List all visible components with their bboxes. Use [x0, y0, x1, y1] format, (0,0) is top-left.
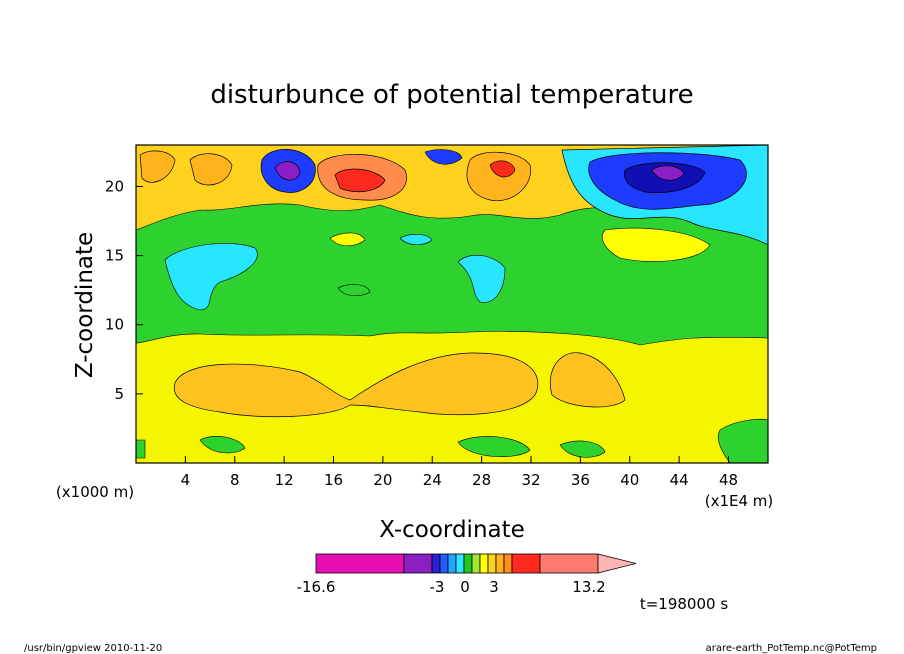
cyan-region [399, 234, 433, 245]
y-axis-label: Z-coordinate [72, 232, 98, 378]
x-axis-label: X-coordinate [379, 517, 525, 543]
time-label: t=198000 s [640, 595, 728, 613]
x-tick-label: 4 [181, 471, 191, 489]
colorbar-label: -16.6 [297, 578, 336, 596]
chart-title: disturbunce of potential temperature [210, 80, 693, 110]
x-tick-label: 40 [620, 471, 639, 489]
green-patch [559, 440, 606, 458]
x-tick-label: 20 [373, 471, 392, 489]
warm-core [466, 151, 532, 202]
x-tick-label: 44 [670, 471, 689, 489]
warm-core [189, 153, 233, 186]
x-tick-label: 32 [521, 471, 540, 489]
colorbar-arrow [597, 553, 637, 574]
lower-orange-blob [173, 352, 539, 418]
colorbar-label: 13.2 [572, 578, 605, 596]
green-patch [718, 419, 768, 463]
colorbar-cell [487, 553, 497, 574]
x-axis: 4 8 12 16 20 24 28 32 36 40 44 48 [136, 456, 768, 489]
colorbar-label: -3 [430, 578, 445, 596]
colorbar-label: 3 [489, 578, 499, 596]
colorbar-cell [495, 553, 505, 574]
colorbar-cell [479, 553, 489, 574]
colorbar-cell [455, 553, 465, 574]
x-tick-label: 12 [275, 471, 294, 489]
x-tick-label: 24 [423, 471, 442, 489]
x-tick-label: 28 [472, 471, 491, 489]
cyan-region [457, 254, 506, 303]
green-patch [199, 436, 246, 454]
y-tick-label: 15 [105, 247, 124, 265]
footer-right: arare-earth_PotTemp.nc@PotTemp [706, 643, 877, 654]
y-axis: 5 10 15 20 [105, 145, 143, 463]
footer-left: /usr/bin/gpview 2010-11-20 [24, 643, 162, 654]
yellow-patch [601, 227, 711, 262]
purple-region [651, 165, 685, 181]
x-tick-label: 48 [719, 471, 738, 489]
colorbar-cell [439, 553, 449, 574]
red-core [334, 168, 386, 193]
colorbar-cell [431, 553, 441, 574]
y-tick-label: 20 [105, 177, 124, 195]
blue-cell [424, 149, 463, 165]
warm-core [139, 150, 176, 183]
colorbar-cell [463, 553, 473, 574]
colorbar-cell [539, 553, 599, 574]
contour-field [136, 145, 768, 463]
x-unit-right: (x1E4 m) [705, 492, 774, 510]
colorbar-cell [447, 553, 457, 574]
x-tick-label: 16 [324, 471, 343, 489]
cyan-region [164, 243, 258, 311]
colorbar-cell [315, 553, 405, 574]
y-tick-label: 10 [105, 316, 124, 334]
colorbar-cell [511, 553, 541, 574]
red-core [489, 160, 516, 178]
colorbar: -16.6 -3 0 3 13.2 [297, 553, 637, 596]
colorbar-cell [471, 553, 481, 574]
yellow-patch [329, 232, 366, 247]
purple-cell [274, 161, 301, 181]
colorbar-label: 0 [460, 578, 470, 596]
x-unit-left: (x1000 m) [56, 483, 134, 501]
x-tick-label: 8 [230, 471, 240, 489]
green-patch [457, 436, 531, 457]
lower-orange-blob-right [550, 352, 626, 408]
colorbar-cell [403, 553, 433, 574]
green-patch [136, 439, 146, 459]
colorbar-cell [503, 553, 513, 574]
y-tick-label: 5 [114, 385, 124, 403]
green-patch [337, 284, 371, 297]
x-tick-label: 36 [571, 471, 590, 489]
